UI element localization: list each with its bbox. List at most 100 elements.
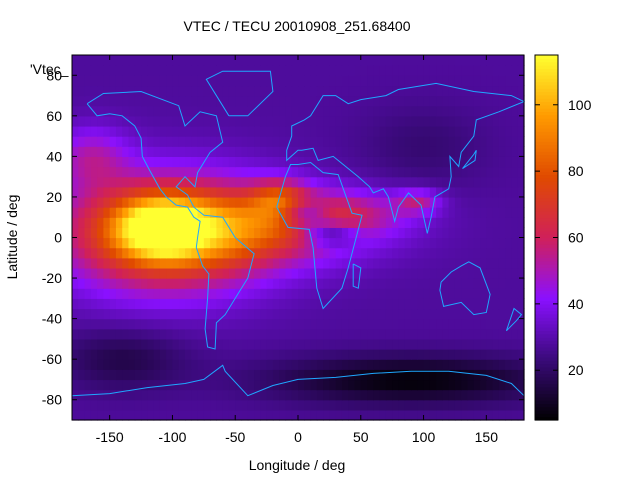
heatmap-cell xyxy=(316,125,324,137)
heatmap-cell xyxy=(185,379,192,391)
heatmap-cell xyxy=(411,176,418,188)
heatmap-cell xyxy=(323,65,330,76)
heatmap-cell xyxy=(203,55,211,66)
heatmap-cell xyxy=(298,389,305,401)
heatmap-cell xyxy=(335,379,343,391)
heatmap-cell xyxy=(335,65,343,76)
heatmap-cell xyxy=(109,75,117,87)
heatmap-cell xyxy=(480,308,487,320)
heatmap-cell xyxy=(72,318,79,330)
heatmap-cell xyxy=(272,217,280,228)
heatmap-cell xyxy=(178,409,186,421)
heatmap-cell xyxy=(279,85,287,97)
heatmap-cell xyxy=(411,105,418,117)
heatmap-cell xyxy=(310,298,318,310)
heatmap-cell xyxy=(172,227,180,239)
heatmap-cell xyxy=(78,65,86,76)
heatmap-cell xyxy=(335,125,343,137)
heatmap-cell xyxy=(373,247,381,259)
heatmap-cell xyxy=(266,95,274,107)
heatmap-cell xyxy=(228,349,236,360)
heatmap-cell xyxy=(298,85,305,97)
heatmap-cell xyxy=(197,369,205,381)
heatmap-cell xyxy=(373,257,381,269)
heatmap-cell xyxy=(448,389,456,401)
heatmap-cell xyxy=(442,95,450,107)
x-tick-label: 0 xyxy=(294,429,302,445)
heatmap-cell xyxy=(373,125,381,137)
heatmap-cell xyxy=(210,359,217,370)
heatmap-cell xyxy=(185,75,192,87)
heatmap-cell xyxy=(103,318,111,330)
heatmap-cell xyxy=(216,75,224,87)
heatmap-cell xyxy=(291,156,299,168)
heatmap-cell xyxy=(285,65,293,76)
heatmap-cell xyxy=(222,278,230,289)
heatmap-cell xyxy=(335,399,343,411)
heatmap-cell xyxy=(254,308,261,320)
heatmap-cell xyxy=(141,176,148,188)
heatmap-cell xyxy=(291,338,299,350)
heatmap-cell xyxy=(90,288,98,299)
heatmap-cell xyxy=(185,328,192,340)
heatmap-cell xyxy=(147,328,155,340)
heatmap-cell xyxy=(90,65,98,76)
heatmap-cell xyxy=(423,176,431,188)
heatmap-cell xyxy=(480,217,487,228)
heatmap-cell xyxy=(178,166,186,178)
heatmap-cell xyxy=(442,389,450,401)
heatmap-cell xyxy=(492,359,500,370)
heatmap-cell xyxy=(373,146,381,157)
heatmap-cell xyxy=(329,298,337,310)
heatmap-cell xyxy=(172,399,180,411)
heatmap-cell xyxy=(448,278,456,289)
heatmap-cell xyxy=(266,338,274,350)
heatmap-cell xyxy=(467,196,475,208)
heatmap-cell xyxy=(84,125,92,137)
heatmap-cell xyxy=(128,288,136,299)
heatmap-cell xyxy=(228,95,236,107)
heatmap-cell xyxy=(373,338,381,350)
heatmap-cell xyxy=(241,237,249,249)
heatmap-cell xyxy=(480,95,487,107)
heatmap-cell xyxy=(228,166,236,178)
heatmap-cell xyxy=(392,267,400,279)
heatmap-cell xyxy=(461,247,469,259)
heatmap-cell xyxy=(115,125,123,137)
heatmap-cell xyxy=(159,115,167,127)
heatmap-cell xyxy=(298,186,305,198)
heatmap-cell xyxy=(279,207,287,218)
heatmap-cell xyxy=(373,207,381,218)
heatmap-cell xyxy=(473,166,481,178)
heatmap-cell xyxy=(448,217,456,228)
heatmap-cell xyxy=(304,156,312,168)
heatmap-cell xyxy=(291,298,299,310)
heatmap-cell xyxy=(285,176,293,188)
heatmap-cell xyxy=(498,247,506,259)
heatmap-cell xyxy=(473,298,481,310)
heatmap-cell xyxy=(467,166,475,178)
heatmap-cell xyxy=(115,136,123,147)
heatmap-cell xyxy=(373,349,381,360)
heatmap-cell xyxy=(454,369,462,381)
heatmap-cell xyxy=(348,85,356,97)
heatmap-cell xyxy=(298,399,305,411)
heatmap-cell xyxy=(84,328,92,340)
heatmap-cell xyxy=(260,338,268,350)
heatmap-cell xyxy=(310,379,318,391)
heatmap-cells xyxy=(72,55,525,421)
heatmap-cell xyxy=(467,176,475,188)
heatmap-cell xyxy=(492,136,500,147)
heatmap-cell xyxy=(473,95,481,107)
heatmap-cell xyxy=(354,267,362,279)
heatmap-cell xyxy=(247,217,255,228)
heatmap-cell xyxy=(417,227,425,239)
heatmap-cell xyxy=(172,257,180,269)
heatmap-cell xyxy=(235,278,243,289)
heatmap-cell xyxy=(279,247,287,259)
heatmap-cell xyxy=(486,369,494,381)
heatmap-cell xyxy=(97,105,104,117)
heatmap-cell xyxy=(341,257,349,269)
heatmap-cell xyxy=(185,95,192,107)
heatmap-cell xyxy=(335,247,343,259)
